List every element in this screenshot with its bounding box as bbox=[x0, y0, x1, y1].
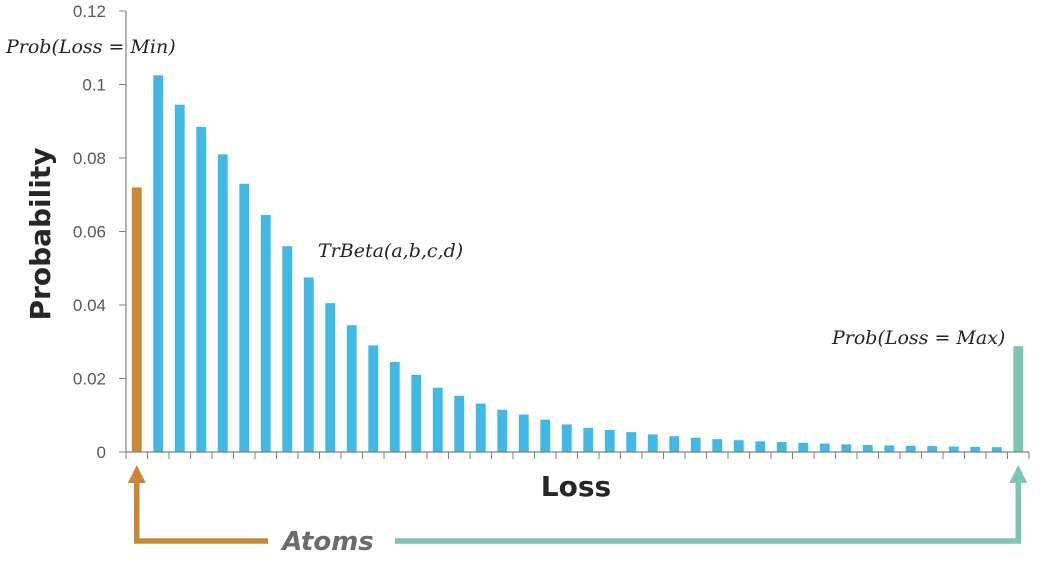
max-atom-bar bbox=[1013, 346, 1024, 452]
bar bbox=[497, 409, 508, 452]
bar bbox=[561, 424, 572, 452]
x-axis-title: Loss bbox=[541, 470, 611, 503]
bar bbox=[948, 446, 959, 452]
y-tick-label: 0.04 bbox=[73, 296, 106, 315]
bar bbox=[411, 374, 422, 452]
y-tick-label: 0.06 bbox=[73, 223, 106, 242]
bar bbox=[690, 437, 701, 452]
y-tick-label: 0.02 bbox=[73, 370, 106, 389]
bar bbox=[432, 387, 443, 452]
bar bbox=[346, 325, 357, 452]
min-atom-bar bbox=[131, 187, 142, 452]
bars bbox=[131, 75, 1024, 453]
max-atom-arrowhead bbox=[1009, 465, 1028, 483]
bar bbox=[712, 439, 723, 452]
min-atom-label: Prob(Loss = Min) bbox=[5, 36, 176, 58]
bar bbox=[927, 446, 938, 452]
max-atom-label: Prob(Loss = Max) bbox=[831, 327, 1005, 349]
bar bbox=[819, 443, 830, 452]
bar bbox=[325, 303, 336, 452]
y-axis-title: Probability bbox=[24, 148, 57, 321]
bar bbox=[368, 345, 379, 452]
bar bbox=[389, 361, 400, 452]
bar bbox=[518, 414, 529, 452]
bar bbox=[626, 432, 637, 452]
max-atom-arrow-line bbox=[395, 477, 1021, 544]
bar bbox=[776, 442, 787, 452]
atom-arrows bbox=[127, 465, 1028, 544]
bar bbox=[755, 441, 766, 452]
bar bbox=[862, 445, 873, 452]
atoms-label: Atoms bbox=[280, 527, 374, 557]
bar bbox=[540, 419, 551, 452]
bar bbox=[583, 427, 594, 452]
y-tick-label: 0.08 bbox=[73, 149, 106, 168]
bar bbox=[991, 447, 1002, 452]
bar bbox=[454, 395, 465, 452]
y-tick-label: 0 bbox=[97, 443, 106, 462]
y-axis-ticks: 0 0.02 0.04 0.06 0.08 0.1 0.12 bbox=[73, 2, 126, 462]
bar bbox=[841, 444, 852, 452]
min-atom-arrow-line bbox=[134, 477, 268, 544]
bar bbox=[647, 434, 658, 452]
bar bbox=[970, 446, 981, 452]
bar bbox=[282, 246, 293, 452]
bar bbox=[733, 440, 744, 452]
bar bbox=[905, 445, 916, 452]
y-tick-label: 0.1 bbox=[82, 76, 106, 95]
x-axis-ticks bbox=[125, 452, 1030, 459]
y-tick-label: 0.12 bbox=[73, 2, 106, 21]
bar bbox=[174, 104, 185, 453]
bar bbox=[217, 154, 228, 452]
body-distribution-label: TrBeta(a,b,c,d) bbox=[318, 240, 463, 262]
bar bbox=[475, 403, 486, 452]
bar bbox=[669, 436, 680, 452]
bar bbox=[153, 75, 164, 452]
bar bbox=[303, 277, 314, 452]
bar bbox=[884, 445, 895, 452]
bar bbox=[239, 183, 250, 452]
bar bbox=[196, 126, 207, 452]
bar bbox=[798, 442, 809, 452]
bar bbox=[260, 214, 271, 452]
bar bbox=[604, 429, 615, 452]
min-atom-arrowhead bbox=[127, 465, 146, 483]
